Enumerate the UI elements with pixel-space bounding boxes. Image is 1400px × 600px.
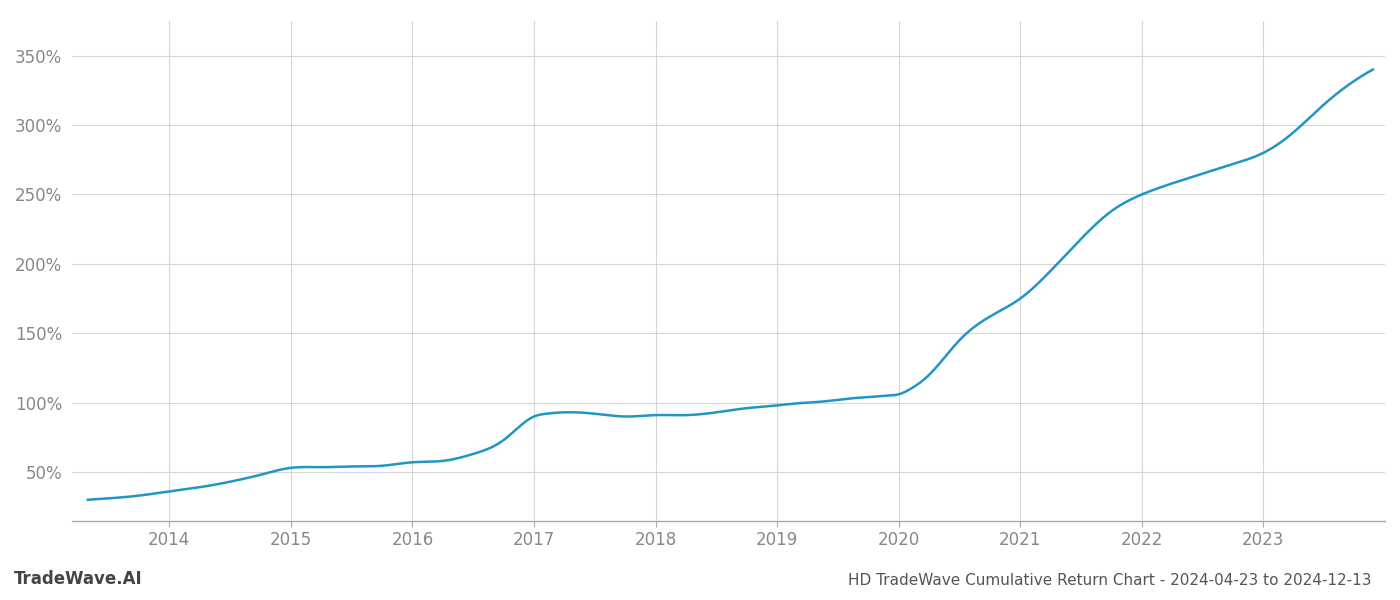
Text: HD TradeWave Cumulative Return Chart - 2024-04-23 to 2024-12-13: HD TradeWave Cumulative Return Chart - 2… bbox=[848, 573, 1372, 588]
Text: TradeWave.AI: TradeWave.AI bbox=[14, 570, 143, 588]
